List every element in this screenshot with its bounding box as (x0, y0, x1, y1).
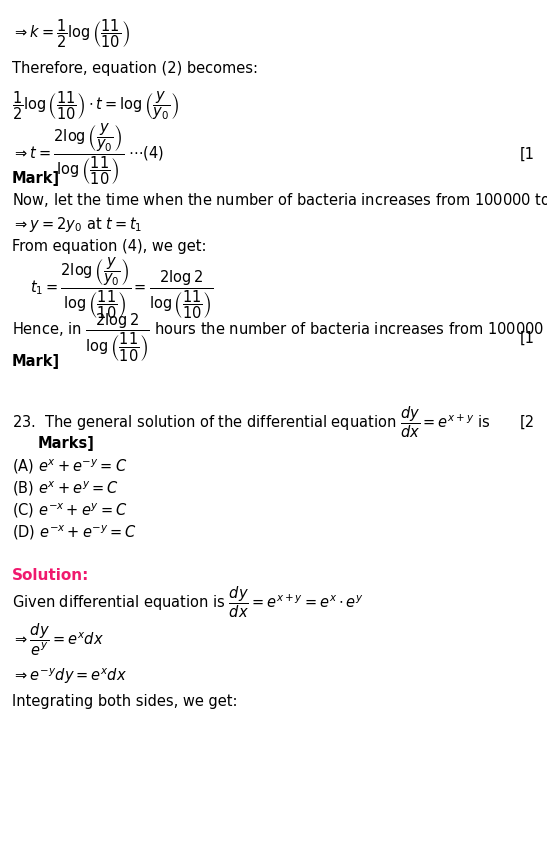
Text: $\Rightarrow \dfrac{dy}{e^y} = e^x dx$: $\Rightarrow \dfrac{dy}{e^y} = e^x dx$ (12, 621, 104, 658)
Text: Therefore, equation (2) becomes:: Therefore, equation (2) becomes: (12, 61, 258, 75)
Text: Integrating both sides, we get:: Integrating both sides, we get: (12, 693, 237, 709)
Text: $\dfrac{1}{2}\log\left(\dfrac{11}{10}\right)\cdot t = \log\left(\dfrac{y}{y_0}\r: $\dfrac{1}{2}\log\left(\dfrac{11}{10}\ri… (12, 90, 179, 122)
Text: Marks]: Marks] (38, 436, 95, 451)
Text: [2: [2 (520, 414, 535, 429)
Text: $\Rightarrow k = \dfrac{1}{2}\log\left(\dfrac{11}{10}\right)$: $\Rightarrow k = \dfrac{1}{2}\log\left(\… (12, 18, 130, 50)
Text: (C) $e^{-x} + e^{y} = C$: (C) $e^{-x} + e^{y} = C$ (12, 501, 127, 519)
Text: $\Rightarrow y = 2y_0$ at $t = t_1$: $\Rightarrow y = 2y_0$ at $t = t_1$ (12, 214, 142, 233)
Text: 23.  The general solution of the differential equation $\dfrac{dy}{dx} = e^{x+y}: 23. The general solution of the differen… (12, 403, 491, 439)
Text: (B) $e^x + e^{y} = C$: (B) $e^x + e^{y} = C$ (12, 479, 119, 497)
Text: Mark]: Mark] (12, 354, 60, 369)
Text: Given differential equation is $\dfrac{dy}{dx} = e^{x+y} = e^x \cdot e^y$: Given differential equation is $\dfrac{d… (12, 583, 364, 619)
Text: (A) $e^x + e^{-y} = C$: (A) $e^x + e^{-y} = C$ (12, 457, 127, 476)
Text: Mark]: Mark] (12, 171, 60, 185)
Text: From equation (4), we get:: From equation (4), we get: (12, 238, 207, 253)
Text: Solution:: Solution: (12, 568, 89, 583)
Text: Now, let the time when the number of bacteria increases from 100000 to 200000 be: Now, let the time when the number of bac… (12, 191, 547, 210)
Text: $t_1 = \dfrac{2\log\left(\dfrac{y}{y_0}\right)}{\log\left(\dfrac{11}{10}\right)}: $t_1 = \dfrac{2\log\left(\dfrac{y}{y_0}\… (30, 255, 213, 321)
Text: [1: [1 (520, 147, 535, 161)
Text: [1: [1 (520, 330, 535, 345)
Text: (D) $e^{-x} + e^{-y} = C$: (D) $e^{-x} + e^{-y} = C$ (12, 523, 137, 542)
Text: Hence, in $\dfrac{2\log2}{\log\left(\dfrac{11}{10}\right)}$ hours the number of : Hence, in $\dfrac{2\log2}{\log\left(\dfr… (12, 311, 547, 363)
Text: $\Rightarrow e^{-y}dy = e^x dx$: $\Rightarrow e^{-y}dy = e^x dx$ (12, 665, 127, 685)
Text: $\Rightarrow t = \dfrac{2\log\left(\dfrac{y}{y_0}\right)}{\log\left(\dfrac{11}{1: $\Rightarrow t = \dfrac{2\log\left(\dfra… (12, 121, 164, 187)
